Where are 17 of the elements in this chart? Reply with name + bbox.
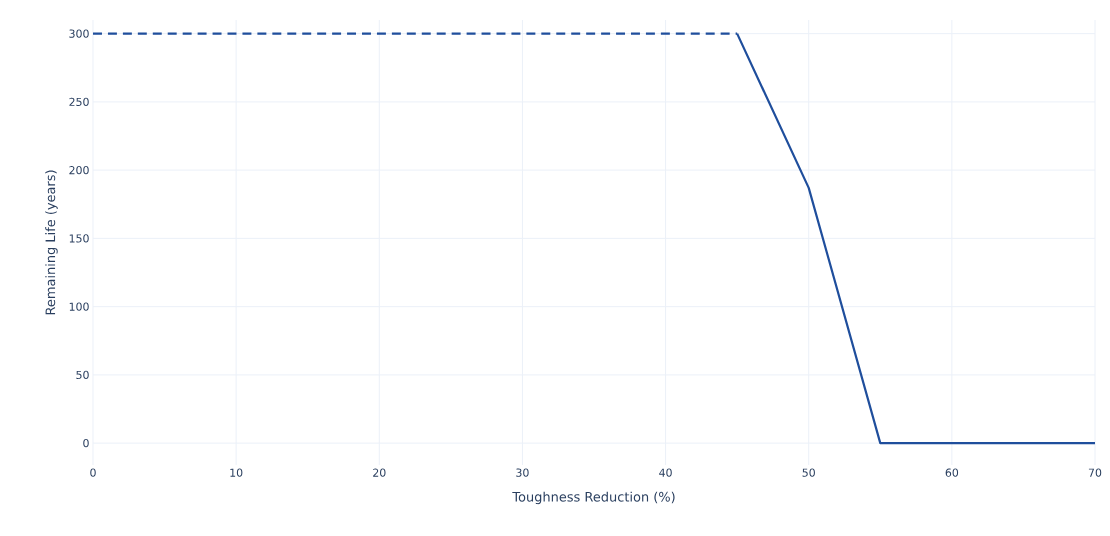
y-axis-title: Remaining Life (years) — [45, 170, 58, 315]
y-tick-label: 100 — [69, 302, 89, 311]
x-tick-label: 60 — [945, 468, 959, 477]
x-tick-label: 70 — [1088, 468, 1102, 477]
x-tick-label: 30 — [516, 468, 529, 477]
y-tick-label: 50 — [76, 370, 89, 380]
x-tick-label: 50 — [802, 468, 815, 477]
x-tick-label: 20 — [373, 468, 386, 477]
y-tick-label: 0 — [83, 439, 89, 448]
y-tick-label: 200 — [69, 166, 89, 175]
y-tick-label: 300 — [69, 29, 89, 38]
x-tick-label: 40 — [659, 468, 672, 477]
x-tick-label: 10 — [230, 468, 243, 477]
y-tick-label: 250 — [69, 97, 89, 107]
x-axis-title: Toughness Reduction (%) — [512, 491, 675, 505]
y-tick-label: 150 — [69, 234, 89, 243]
x-tick-label: 0 — [90, 468, 96, 477]
